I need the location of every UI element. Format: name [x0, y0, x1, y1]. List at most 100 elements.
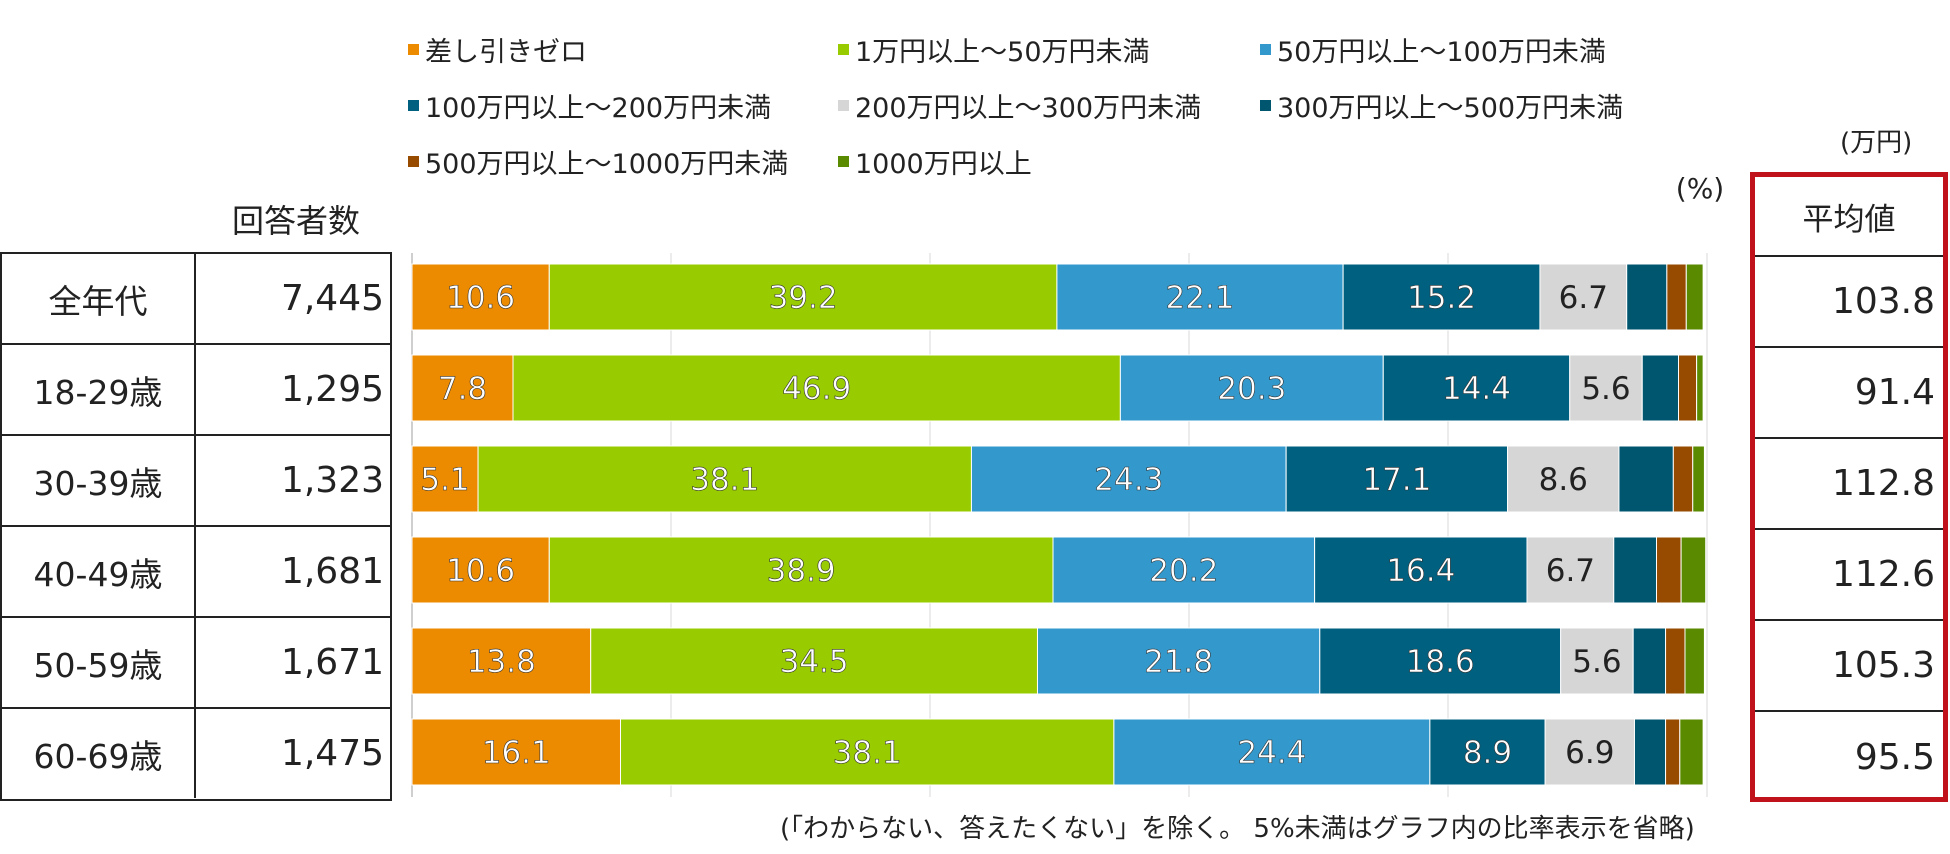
bar-segment	[1285, 445, 1509, 513]
legend-label: 200万円以上～300万円未満	[855, 93, 1202, 124]
table-row: 全年代 7,445	[2, 254, 390, 345]
respondent-count: 1,323	[280, 460, 384, 501]
average-value: 112.8	[1755, 439, 1943, 530]
respondent-count: 1,475	[280, 733, 384, 774]
average-header: 平均値	[1755, 177, 1943, 257]
bar-segment	[1319, 627, 1562, 695]
average-unit-label: (万円)	[1840, 128, 1913, 158]
data-label: 13.8	[467, 644, 536, 680]
age-group-label: 18-29歳	[2, 345, 196, 434]
respondents-header: 回答者数	[231, 202, 360, 240]
bar-segment	[1633, 718, 1667, 786]
data-label: 10.6	[446, 553, 515, 589]
data-label: 7.8	[438, 371, 487, 407]
legend-swatch	[408, 100, 419, 111]
data-label: 6.7	[1546, 553, 1595, 589]
legend-swatch	[1260, 100, 1271, 111]
bar-segment	[411, 445, 479, 513]
bar-segment	[1052, 536, 1316, 604]
bar-segment	[1569, 354, 1643, 422]
table-row: 60-69歳 1,475	[2, 709, 390, 800]
data-label: 24.3	[1094, 462, 1163, 498]
legend-label: 500万円以上～1000万円未満	[425, 149, 789, 180]
data-label: 38.9	[767, 553, 836, 589]
chart-legend: 差し引きゼロ 1万円以上～50万円未満 50万円以上～100万円未満 100万円以上～…	[408, 30, 1708, 195]
data-label: 8.6	[1539, 462, 1588, 498]
bar-segment	[1056, 263, 1344, 331]
data-label: 17.1	[1362, 462, 1431, 498]
data-label: 5.6	[1572, 644, 1621, 680]
average-value-box: 平均値 103.8 91.4 112.8 112.6 105.3 95.5	[1750, 172, 1948, 802]
bar-segment	[1678, 354, 1698, 422]
bar-segment	[1382, 354, 1571, 422]
bar-segment	[1655, 536, 1682, 604]
legend-swatch	[838, 100, 849, 111]
data-label: 15.2	[1407, 280, 1476, 316]
bar-segment	[1429, 718, 1546, 786]
bar-segment	[970, 445, 1287, 513]
average-value: 105.3	[1755, 621, 1943, 712]
bar-segment	[411, 354, 514, 422]
table-row: 30-39歳 1,323	[2, 436, 390, 527]
bar-segment	[1119, 354, 1384, 422]
data-label: 14.4	[1442, 371, 1511, 407]
legend-label: 差し引きゼロ	[425, 37, 587, 68]
data-label: 46.9	[782, 371, 851, 407]
data-label: 6.7	[1559, 280, 1608, 316]
bar-segment	[1113, 718, 1431, 786]
legend-item: 差し引きゼロ	[408, 30, 587, 69]
data-label: 5.1	[420, 462, 469, 498]
table-row: 50-59歳 1,671	[2, 618, 390, 709]
bar-segment	[619, 718, 1115, 786]
bar-segment	[411, 718, 621, 786]
legend-swatch	[408, 156, 419, 167]
data-label: 16.1	[482, 735, 551, 771]
bar-segment	[1684, 627, 1705, 695]
data-label: 6.9	[1565, 735, 1614, 771]
average-value: 112.6	[1755, 530, 1943, 621]
data-label: 10.6	[446, 280, 515, 316]
legend-swatch	[838, 44, 849, 55]
bar-segment	[1692, 445, 1705, 513]
bar-segment	[1680, 536, 1707, 604]
bar-segment	[512, 354, 1121, 422]
data-label: 24.4	[1237, 735, 1306, 771]
bar-segment	[1696, 354, 1704, 422]
average-value: 103.8	[1755, 257, 1943, 348]
bar-segment	[548, 536, 1054, 604]
respondent-count: 1,681	[280, 551, 384, 592]
legend-swatch	[408, 44, 419, 55]
bar-segment	[1036, 627, 1321, 695]
data-label: 16.4	[1386, 553, 1455, 589]
bar-segment	[1539, 263, 1628, 331]
age-group-label: 全年代	[2, 254, 196, 343]
table-row: 18-29歳 1,295	[2, 345, 390, 436]
legend-swatch	[1260, 44, 1271, 55]
legend-swatch	[838, 156, 849, 167]
respondent-count: 7,445	[280, 278, 384, 319]
legend-label: 50万円以上～100万円未満	[1277, 37, 1606, 68]
stacked-bar-chart: 10.6 39.2 22.1 15.2 6.7 7.8 46.9 20.3 14.4 5.6 5.1…	[411, 253, 1708, 797]
age-group-label: 30-39歳	[2, 436, 196, 525]
average-value: 95.5	[1854, 737, 1935, 778]
data-label: 5.6	[1581, 371, 1630, 407]
legend-item: 1000万円以上	[838, 142, 1032, 181]
table-row: 40-49歳 1,681	[2, 527, 390, 618]
data-label: 21.8	[1144, 644, 1213, 680]
bar-segment	[1626, 263, 1668, 331]
legend-label: 1000万円以上	[855, 149, 1032, 180]
bar-segment	[1613, 536, 1657, 604]
bar-segment	[1641, 354, 1680, 422]
bar-segment	[1342, 263, 1541, 331]
bar-segment	[1618, 445, 1674, 513]
legend-label: 300万円以上～500万円未満	[1277, 93, 1624, 124]
legend-item: 100万円以上～200万円未満	[408, 86, 771, 125]
data-label: 34.5	[780, 644, 849, 680]
age-group-label: 60-69歳	[2, 709, 196, 798]
bar-segment	[477, 445, 972, 513]
legend-label: 1万円以上～50万円未満	[855, 37, 1150, 68]
bar-segment	[1672, 445, 1694, 513]
bar-segment	[411, 627, 592, 695]
data-label: 39.2	[769, 280, 838, 316]
chart-footnote: (「わからない、答えたくない」を除く。 5%未満はグラフ内の比率表示を省略)	[780, 814, 1695, 844]
